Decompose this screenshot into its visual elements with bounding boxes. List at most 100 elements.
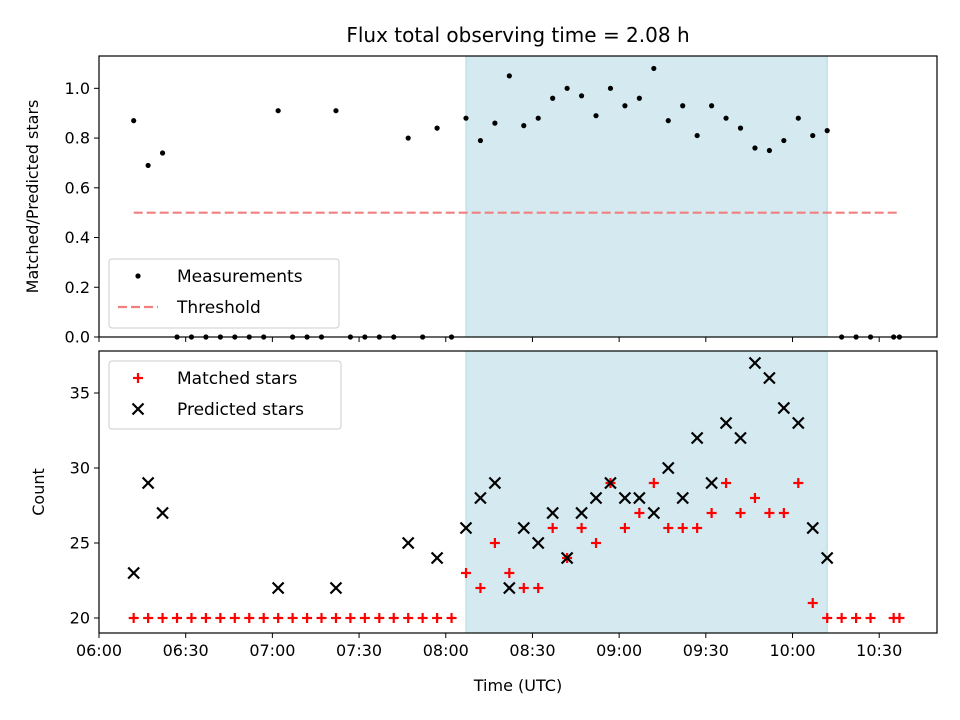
top-legend-entry-0-label: Measurements — [177, 267, 303, 287]
top-series-0-point-24 — [477, 137, 484, 144]
bot-series-0-point-10 — [273, 613, 284, 623]
bot-x-tick-label: 10:00 — [769, 641, 815, 660]
top-series-0-point-32 — [593, 113, 599, 119]
top-y-tick-label: 1.0 — [65, 79, 90, 98]
top-series-0-point-33 — [607, 85, 614, 91]
top-series-0-point-39 — [694, 132, 700, 139]
top-legend-entry-0-swatch — [135, 273, 141, 279]
bot-series-1-point-22 — [676, 491, 689, 505]
bot-series-0-point-23 — [460, 568, 471, 578]
bot-legend-box — [108, 360, 342, 430]
top-plot-frame — [98, 55, 938, 338]
bot-series-1-point-1 — [141, 476, 155, 490]
bot-series-1-point-2 — [156, 506, 169, 520]
bot-series-0-point-34 — [619, 523, 630, 533]
bot-series-1-point-3 — [271, 581, 285, 595]
top-highlight-span — [465, 56, 828, 337]
bot-series-0-point-6 — [215, 613, 226, 623]
bot-series-1-point-32 — [820, 551, 834, 565]
top-series-0-point-2 — [159, 150, 166, 156]
bot-x-tick-label: 08:30 — [509, 641, 555, 660]
bot-series-1-point-14 — [560, 551, 574, 565]
top-series-0-point-26 — [506, 73, 512, 79]
top-series-0-point-1 — [145, 162, 151, 169]
top-series-0-point-10 — [275, 108, 281, 114]
top-series-0-point-23 — [463, 115, 469, 121]
bot-series-0-point-4 — [186, 613, 197, 623]
bot-y-tick-label: 30 — [70, 459, 90, 478]
top-series-0-point-0 — [131, 118, 137, 124]
bot-series-0-point-43 — [749, 493, 760, 503]
bot-series-0-point-26 — [504, 568, 515, 578]
bot-series-0-point-32 — [591, 538, 602, 548]
bot-x-tick-label: 10:30 — [856, 641, 902, 660]
top-panel: 0.0 0.2 0.4 0.6 0.8 1.0 Matched/Predicted sta… — [23, 55, 938, 347]
top-series-0-point-45 — [781, 137, 787, 144]
top-series-0-point-46 — [795, 115, 801, 121]
bot-series-0-point-19 — [403, 613, 414, 623]
bot-series-1-point-4 — [329, 581, 343, 595]
bot-series-1-point-16 — [589, 491, 603, 505]
bot-series-1-point-8 — [474, 491, 487, 505]
top-series-0-point-40 — [709, 103, 715, 109]
bot-series-0-point-16 — [359, 613, 370, 623]
top-y-tick-label: 0.2 — [65, 278, 90, 297]
bot-series-0-point-53 — [894, 613, 905, 623]
bot-series-1-point-23 — [690, 431, 704, 445]
bot-highlight-span — [465, 351, 828, 633]
bot-series-0-point-46 — [793, 478, 804, 488]
top-series-0-point-41 — [723, 115, 729, 121]
top-y-axis-label: Matched/Predicted stars — [23, 100, 42, 294]
bot-series-0-point-42 — [735, 508, 746, 518]
top-series-0-point-27 — [521, 123, 527, 129]
top-y-tick-label: 0.4 — [65, 228, 90, 247]
bot-series-0-point-29 — [547, 523, 558, 533]
bot-series-0-point-14 — [330, 613, 341, 623]
bot-series-0-point-31 — [576, 523, 587, 533]
bot-series-0-point-48 — [822, 613, 833, 623]
top-series-0-point-42 — [737, 125, 744, 131]
bot-series-1-point-9 — [488, 476, 502, 490]
bot-series-0-point-36 — [648, 478, 659, 488]
bot-series-1-point-7 — [459, 521, 473, 535]
bot-series-1-point-25 — [719, 416, 733, 430]
bot-series-1-point-29 — [777, 401, 791, 415]
bot-series-1-point-20 — [647, 506, 661, 520]
bottom-y-axis-label: Count — [29, 468, 48, 516]
top-series-0-point-30 — [564, 85, 570, 91]
bot-series-1-point-21 — [661, 461, 675, 475]
bot-series-0-point-35 — [634, 508, 645, 518]
bot-series-1-point-27 — [748, 356, 762, 370]
bot-series-0-point-44 — [764, 508, 775, 518]
top-series-0-point-21 — [434, 125, 440, 131]
bot-series-0-point-40 — [706, 508, 717, 518]
bot-series-1-point-26 — [734, 431, 747, 445]
top-series-0-point-34 — [622, 103, 628, 109]
bot-series-0-point-17 — [374, 613, 385, 623]
bot-series-0-point-38 — [677, 523, 688, 533]
bot-series-0-point-41 — [721, 478, 732, 488]
bottom-series-layer — [127, 356, 905, 623]
bottom-plot-frame — [98, 350, 938, 634]
x-axis-label: Time (UTC) — [473, 676, 562, 695]
bottom-highlight-span-layer — [465, 351, 828, 633]
bot-series-0-point-45 — [778, 508, 789, 518]
top-series-0-point-28 — [535, 115, 541, 121]
bot-series-1-point-30 — [792, 416, 805, 430]
bot-x-tick-label: 09:30 — [683, 641, 729, 660]
top-series-layer — [131, 65, 903, 340]
bot-x-tick-label: 07:00 — [249, 641, 295, 660]
bot-y-tick-label: 35 — [70, 384, 90, 403]
bot-series-0-point-11 — [287, 613, 298, 623]
bot-series-0-point-9 — [258, 613, 269, 623]
bottom-x-ticks: 06:00 06:30 07:00 07:30 08:00 08:30 09:00 09:30… — [76, 633, 902, 660]
bot-series-0-point-0 — [128, 613, 139, 623]
chart-title: Flux total observing time = 2.08 h — [346, 23, 689, 47]
bot-series-1-point-10 — [503, 581, 516, 595]
bot-series-1-point-18 — [618, 491, 632, 505]
bot-series-0-point-22 — [446, 613, 457, 623]
bot-series-1-point-15 — [575, 506, 588, 520]
bot-series-1-point-17 — [604, 476, 617, 490]
